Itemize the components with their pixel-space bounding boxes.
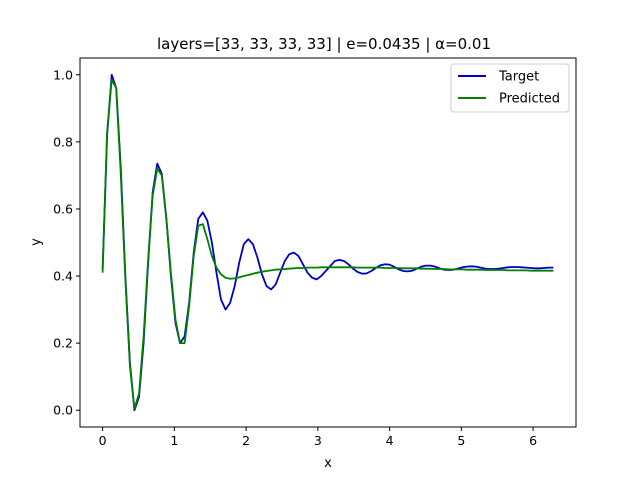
y-axis-label: y: [29, 238, 44, 246]
x-tick-label: 6: [529, 433, 537, 448]
legend-label-target: Target: [498, 70, 539, 85]
legend: Target Predicted: [450, 63, 570, 113]
plot-frame: [79, 57, 577, 428]
x-tick-label: 3: [314, 433, 322, 448]
y-tick-label: 1.0: [53, 67, 73, 82]
y-tick-label: 0.6: [53, 201, 73, 216]
legend-label-predicted: Predicted: [499, 92, 560, 107]
y-axis: 0.0 0.2 0.4 0.6 0.8 1.0: [53, 67, 80, 418]
y-tick-label: 0.4: [53, 269, 73, 284]
x-axis: 0 1 2 3 4 5 6: [99, 427, 537, 448]
plot-series: [101, 73, 554, 412]
y-tick-label: 0.8: [53, 134, 73, 149]
series-line-predicted: [101, 78, 554, 410]
x-tick-label: 5: [457, 433, 465, 448]
y-tick-label: 0.0: [53, 403, 73, 418]
chart-title: layers=[33, 33, 33, 33] | e=0.0435 | α=0…: [157, 35, 491, 53]
y-tick-label: 0.2: [53, 336, 73, 351]
x-tick-label: 2: [242, 433, 250, 448]
x-tick-label: 4: [386, 433, 394, 448]
x-tick-label: 1: [170, 433, 178, 448]
x-tick-label: 0: [99, 433, 107, 448]
x-axis-label: x: [324, 456, 332, 471]
